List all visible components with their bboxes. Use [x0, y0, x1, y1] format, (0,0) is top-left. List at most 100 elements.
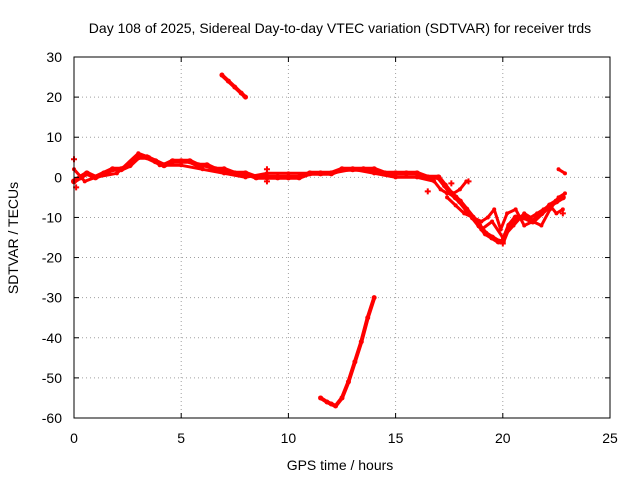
- data-point: [457, 187, 462, 192]
- x-tick-label: 20: [495, 430, 511, 446]
- y-tick-label: -30: [42, 290, 62, 306]
- data-point: [324, 399, 330, 405]
- data-point: [513, 207, 518, 212]
- data-point: [482, 230, 489, 237]
- data-point: [365, 315, 371, 321]
- data-point: [479, 219, 484, 224]
- data-point: [500, 235, 505, 240]
- plot-frame: [73, 56, 611, 419]
- data-point: [371, 166, 378, 173]
- y-tick-label: 0: [54, 169, 62, 185]
- data-point: [318, 395, 324, 401]
- data-point: [392, 170, 399, 177]
- x-tick-label: 25: [602, 430, 618, 446]
- data-point: [492, 207, 497, 212]
- chart-title: Day 108 of 2025, Sidereal Day-to-day VTE…: [89, 20, 591, 36]
- x-tick-label: 0: [70, 430, 78, 446]
- data-point: [352, 359, 358, 365]
- data-point: [403, 170, 410, 177]
- data-point: [203, 162, 210, 169]
- data-point: [307, 171, 312, 176]
- data-point: [243, 175, 248, 180]
- data-point: [358, 339, 364, 345]
- data-point: [178, 158, 185, 165]
- data-point: [530, 219, 535, 224]
- data-point: [535, 211, 540, 216]
- data-point: [296, 174, 303, 181]
- data-point: [560, 207, 565, 212]
- data-series: [71, 72, 567, 409]
- data-point: [329, 171, 334, 176]
- grid: [74, 57, 610, 418]
- data-point: [285, 174, 292, 181]
- y-tick-label: 10: [46, 129, 62, 145]
- data-point: [243, 94, 249, 100]
- data-point: [263, 166, 270, 173]
- data-point: [232, 84, 238, 90]
- data-point: [476, 222, 483, 229]
- data-point: [554, 211, 559, 216]
- data-point: [470, 215, 475, 220]
- data-point: [465, 178, 472, 185]
- data-point: [186, 158, 193, 165]
- data-point: [556, 195, 561, 200]
- series-arc-bottom: [318, 295, 377, 408]
- y-tick-label: -20: [42, 250, 62, 266]
- data-point: [222, 171, 227, 176]
- data-point: [263, 178, 270, 185]
- data-point: [242, 170, 249, 177]
- data-point: [432, 179, 437, 184]
- data-point: [114, 171, 119, 176]
- x-axis-label: GPS time / hours: [287, 457, 394, 473]
- scattered-points: [71, 156, 566, 247]
- data-point: [453, 203, 458, 208]
- y-axis-ticks: -60 -50 -40 -30 -20 -10 0 10 20 30: [42, 49, 610, 426]
- data-point: [512, 214, 519, 221]
- data-point: [445, 195, 450, 200]
- data-point: [263, 174, 270, 181]
- y-tick-label: 20: [46, 89, 62, 105]
- data-point: [333, 403, 339, 409]
- data-point: [393, 175, 398, 180]
- data-point: [169, 158, 176, 165]
- x-tick-label: 5: [177, 430, 185, 446]
- data-point: [264, 171, 269, 176]
- data-point: [448, 180, 455, 187]
- data-point: [462, 211, 467, 216]
- data-point: [499, 240, 506, 247]
- data-point: [505, 211, 510, 216]
- data-point: [238, 90, 244, 96]
- data-point: [435, 174, 442, 181]
- data-point: [82, 179, 87, 184]
- x-axis-ticks: 0 5 10 15 20 25: [70, 57, 618, 446]
- data-point: [286, 171, 291, 176]
- y-tick-label: -60: [42, 410, 62, 426]
- data-point: [559, 210, 566, 217]
- data-point: [556, 167, 561, 172]
- data-point: [490, 219, 495, 224]
- data-point: [339, 395, 345, 401]
- data-point: [93, 175, 98, 180]
- data-point: [136, 151, 141, 156]
- data-point: [562, 191, 567, 196]
- data-point: [147, 155, 152, 160]
- series-upper-band: [445, 191, 567, 231]
- data-point: [511, 223, 516, 228]
- data-point: [415, 175, 420, 180]
- data-point: [479, 227, 484, 232]
- data-point: [414, 170, 421, 177]
- series-main-band: [71, 154, 566, 244]
- data-point: [350, 167, 355, 172]
- data-point: [371, 295, 377, 301]
- y-axis-label: SDTVAR / TECUs: [5, 182, 21, 294]
- data-point: [485, 215, 490, 220]
- y-tick-label: -50: [42, 370, 62, 386]
- x-tick-label: 15: [388, 430, 404, 446]
- data-point: [489, 234, 496, 241]
- data-point: [219, 72, 225, 78]
- data-point: [221, 166, 228, 173]
- y-tick-label: -40: [42, 330, 62, 346]
- data-point: [179, 163, 184, 168]
- data-point: [456, 198, 463, 205]
